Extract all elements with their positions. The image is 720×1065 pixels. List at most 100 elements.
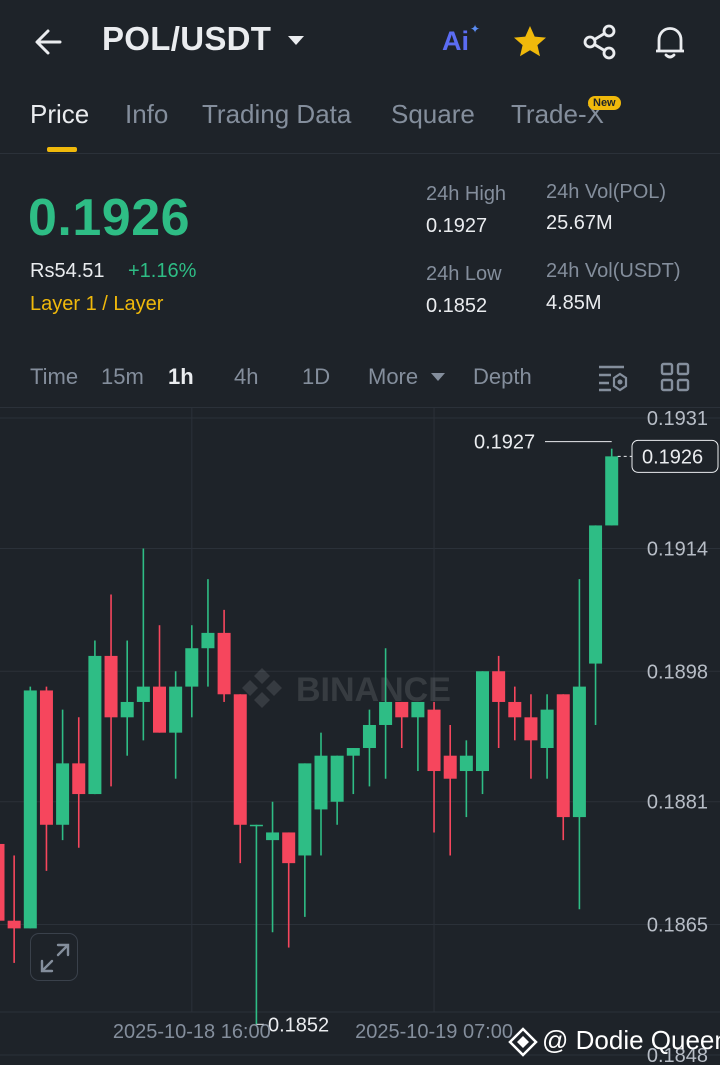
trading-pair-title[interactable]: POL/USDT <box>102 20 272 57</box>
candle-body <box>169 686 183 733</box>
24h-low-label: 24h Low <box>426 263 502 285</box>
candle-body <box>379 701 393 725</box>
candle-body <box>298 763 312 856</box>
layout-grid-icon[interactable] <box>658 360 692 394</box>
y-tick-label: 0.1931 <box>647 408 708 430</box>
24h-high-label: 24h High <box>426 183 507 205</box>
x-axis-labels: 2025-10-18 16:00 2025-10-19 07:00 <box>113 1021 513 1043</box>
candle-body <box>266 832 280 841</box>
high-marker-label: 0.1927 <box>474 432 535 454</box>
candle-body <box>362 724 376 749</box>
candle-body <box>56 763 70 825</box>
indicator-settings-icon[interactable] <box>596 360 630 394</box>
candle-body <box>314 755 328 810</box>
expand-icon <box>40 943 70 973</box>
x-tick-label: 2025-10-18 16:00 <box>113 1021 271 1043</box>
tab-square[interactable]: Square <box>391 99 475 129</box>
candle-body <box>7 920 21 929</box>
exchange-watermark: BINANCE <box>242 668 451 709</box>
fiat-price: Rs54.51 <box>30 260 105 282</box>
bell-icon[interactable] <box>650 22 690 62</box>
interval-1d[interactable]: 1D <box>302 364 331 389</box>
caret-down-icon[interactable] <box>288 36 304 45</box>
current-price-label: 0.1926 <box>642 446 703 468</box>
y-axis-labels: 0.1931 0.1914 0.1898 0.1881 0.1865 0.1848 <box>647 408 708 1065</box>
more-caret-icon <box>431 373 445 381</box>
tab-trading-data[interactable]: Trading Data <box>202 99 352 129</box>
candle-body <box>88 655 102 795</box>
24h-high-value: 0.1927 <box>426 215 488 237</box>
candlestick-chart[interactable]: BINANCE 0.1926 0.1927 0.1852 0.1931 0.191… <box>0 408 720 1065</box>
y-tick-label: 0.1898 <box>647 661 708 683</box>
star-icon[interactable] <box>510 22 550 62</box>
24h-vol-base-value: 25.67M <box>546 212 613 234</box>
candle-body <box>233 694 247 825</box>
24h-vol-base-label: 24h Vol(POL) <box>546 181 667 203</box>
candle-body <box>23 690 37 929</box>
interval-15m[interactable]: 15m <box>101 364 144 389</box>
candle-body <box>282 832 296 864</box>
candle-body <box>153 686 166 733</box>
candle-body <box>427 709 441 772</box>
24h-vol-quote-value: 4.85M <box>546 292 602 314</box>
active-tab-indicator <box>47 147 77 152</box>
24h-vol-quote-label: 24h Vol(USDT) <box>546 260 681 282</box>
24h-low-value: 0.1852 <box>426 295 488 317</box>
new-badge: New <box>588 96 621 110</box>
tab-price[interactable]: Price <box>30 99 90 129</box>
candle-body <box>572 686 586 818</box>
candle-body <box>508 701 522 718</box>
candle-body <box>605 456 619 526</box>
candle-body <box>104 655 118 718</box>
category-tags[interactable]: Layer 1 / Layer <box>30 293 164 315</box>
candle-body <box>72 763 86 795</box>
divider <box>0 153 720 154</box>
price-markers: 0.1926 0.1927 0.1852 <box>256 432 719 1036</box>
interval-1h[interactable]: 1h <box>168 364 194 389</box>
candle-body <box>330 755 344 802</box>
interval-more[interactable]: More <box>368 364 419 389</box>
candle-body <box>411 701 425 718</box>
creator-watermark: @ Dodie Queen <box>542 1025 720 1055</box>
tab-info[interactable]: Info <box>125 99 169 129</box>
interval-time[interactable]: Time <box>30 364 79 389</box>
fullscreen-button[interactable] <box>30 933 78 981</box>
x-tick-label: 2025-10-19 07:00 <box>355 1021 513 1043</box>
candle-body <box>524 717 538 741</box>
candle-body <box>459 755 473 772</box>
candle-body <box>201 632 215 649</box>
price-change-percent: +1.16% <box>128 260 197 282</box>
interval-4h[interactable]: 4h <box>234 364 259 389</box>
candle-body <box>556 694 570 818</box>
main-tabs: Price Info Trading Data Square Trade-X N… <box>0 95 720 153</box>
candle-body <box>185 648 199 687</box>
candle-body <box>540 709 554 749</box>
candle-body <box>492 671 506 702</box>
candle-body <box>249 824 263 827</box>
y-tick-label: 0.1865 <box>647 915 708 937</box>
y-tick-label: 0.1914 <box>647 538 708 560</box>
candle-body <box>0 843 5 921</box>
binance-square-logo-icon <box>508 1027 538 1057</box>
candle-body <box>395 701 409 718</box>
ai-icon[interactable]: Ai ✦ <box>442 22 482 66</box>
sparkle-icon: ✦ <box>470 22 481 36</box>
last-price: 0.1926 <box>28 189 191 247</box>
interval-depth[interactable]: Depth <box>473 364 532 389</box>
candle-body <box>120 701 134 718</box>
candle-body <box>443 755 457 779</box>
back-arrow-icon[interactable] <box>30 22 70 62</box>
ai-label: Ai <box>442 26 469 56</box>
divider <box>0 407 720 408</box>
candle-body <box>476 671 489 772</box>
current-price-box <box>631 439 719 473</box>
candle-body <box>346 748 360 756</box>
candle-body <box>136 686 150 702</box>
y-tick-label: 0.1848 <box>647 1045 708 1065</box>
share-icon[interactable] <box>580 22 620 62</box>
low-marker-label: 0.1852 <box>268 1014 329 1036</box>
candle-body <box>39 690 53 825</box>
top-bar: POL/USDT Ai ✦ <box>0 0 720 82</box>
watermark-text: BINANCE <box>296 671 451 709</box>
candle-body <box>589 525 603 664</box>
